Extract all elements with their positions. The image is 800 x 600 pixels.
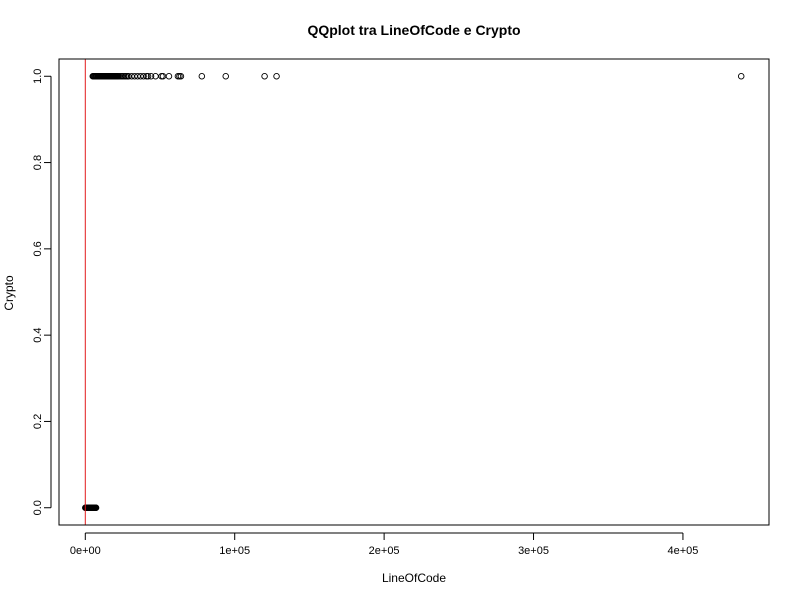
data-point — [737, 73, 745, 80]
y-tick-label: 0.6 — [32, 241, 44, 256]
data-point — [140, 73, 147, 80]
x-tick-label: 1e+05 — [219, 545, 250, 557]
x-axis-label: LineOfCode — [382, 571, 446, 585]
data-point — [165, 73, 173, 80]
data-point — [147, 73, 155, 80]
chart-title: QQplot tra LineOfCode e Crypto — [307, 22, 520, 38]
y-tick-label: 0.2 — [32, 414, 44, 429]
x-axis: 0e+00 1e+05 2e+05 3e+05 4e+05 — [70, 532, 698, 557]
x-tick-label: 2e+05 — [369, 545, 400, 557]
y-tick-label: 1.0 — [32, 69, 44, 84]
y-tick-label: 0.4 — [32, 327, 44, 342]
x-tick-label: 3e+05 — [518, 545, 549, 557]
y-tick-label: 0.8 — [32, 155, 44, 170]
y-axis: 0.0 0.2 0.4 0.6 0.8 1.0 — [32, 69, 52, 515]
data-point — [92, 504, 100, 511]
plot-frame — [58, 58, 770, 526]
data-points — [82, 73, 745, 511]
x-tick-label: 0e+00 — [70, 545, 101, 557]
data-point — [261, 73, 268, 80]
data-point — [144, 73, 152, 80]
y-axis-label: Crypto — [2, 275, 16, 311]
data-point — [222, 73, 229, 80]
data-point — [198, 73, 206, 80]
data-point — [177, 73, 185, 80]
data-point — [273, 73, 280, 80]
y-tick-label: 0.0 — [32, 500, 44, 515]
x-tick-label: 4e+05 — [667, 545, 698, 557]
